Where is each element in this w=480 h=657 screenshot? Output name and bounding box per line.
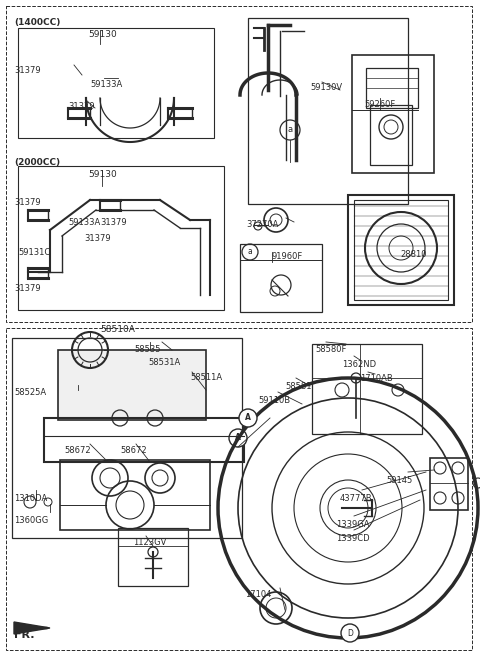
Text: 31379: 31379 — [100, 218, 127, 227]
Text: 37270A: 37270A — [246, 220, 278, 229]
Text: 1339GA: 1339GA — [336, 520, 370, 529]
Text: FR.: FR. — [14, 630, 35, 640]
Text: (1400CC): (1400CC) — [14, 18, 60, 27]
Bar — [12, 338, 242, 538]
Text: 58535: 58535 — [134, 345, 160, 354]
Bar — [44, 418, 244, 462]
Text: 58525A: 58525A — [14, 388, 46, 397]
Bar — [6, 328, 472, 650]
Text: 59130: 59130 — [88, 170, 117, 179]
Text: 59133A: 59133A — [68, 218, 100, 227]
Bar — [370, 105, 412, 165]
Bar — [118, 528, 188, 586]
Text: (2000CC): (2000CC) — [14, 158, 60, 167]
Text: 58672: 58672 — [64, 446, 91, 455]
Text: 58581: 58581 — [285, 382, 312, 391]
Text: 17104: 17104 — [245, 590, 271, 599]
Text: 59133A: 59133A — [90, 80, 122, 89]
Text: 91960F: 91960F — [272, 252, 303, 261]
Text: 59130V: 59130V — [310, 83, 342, 92]
Text: 58510A: 58510A — [100, 325, 135, 334]
Text: 1123GV: 1123GV — [133, 538, 167, 547]
Text: 1360GG: 1360GG — [14, 516, 48, 525]
Text: 31379: 31379 — [14, 198, 41, 207]
Bar — [60, 460, 210, 530]
Bar — [352, 55, 434, 173]
Circle shape — [239, 409, 257, 427]
Bar — [348, 195, 454, 305]
Text: D: D — [347, 629, 353, 637]
Text: 58531A: 58531A — [148, 358, 180, 367]
Text: 31379: 31379 — [68, 102, 95, 111]
Bar — [430, 458, 468, 510]
Text: 1339CD: 1339CD — [336, 534, 370, 543]
Text: 58580F: 58580F — [315, 345, 347, 354]
Bar — [58, 350, 206, 420]
Text: 31379: 31379 — [14, 66, 41, 75]
Bar — [248, 18, 408, 204]
Polygon shape — [14, 622, 50, 634]
Text: 59130: 59130 — [88, 30, 117, 39]
Circle shape — [341, 624, 359, 642]
Bar — [6, 6, 472, 322]
Bar — [240, 244, 322, 312]
Circle shape — [229, 429, 247, 447]
Bar — [366, 68, 418, 108]
Bar — [312, 344, 422, 434]
Text: 1710AB: 1710AB — [360, 374, 393, 383]
Text: a: a — [288, 125, 293, 135]
Text: 58511A: 58511A — [190, 373, 222, 382]
Bar — [18, 166, 224, 310]
Text: 59131C: 59131C — [18, 248, 50, 257]
Text: 31379: 31379 — [84, 234, 110, 243]
Text: 59110B: 59110B — [258, 396, 290, 405]
Text: 31379: 31379 — [14, 284, 41, 293]
Text: 43777B: 43777B — [340, 494, 372, 503]
Bar — [18, 28, 214, 138]
Text: 59260F: 59260F — [364, 100, 395, 109]
Text: 1362ND: 1362ND — [342, 360, 376, 369]
Text: 58672: 58672 — [120, 446, 146, 455]
Text: A: A — [235, 434, 241, 443]
Text: 59145: 59145 — [386, 476, 412, 485]
Text: 1310DA: 1310DA — [14, 494, 47, 503]
Text: 28810: 28810 — [400, 250, 427, 259]
Text: a: a — [248, 248, 252, 256]
Bar — [354, 200, 448, 300]
Text: A: A — [245, 413, 251, 422]
